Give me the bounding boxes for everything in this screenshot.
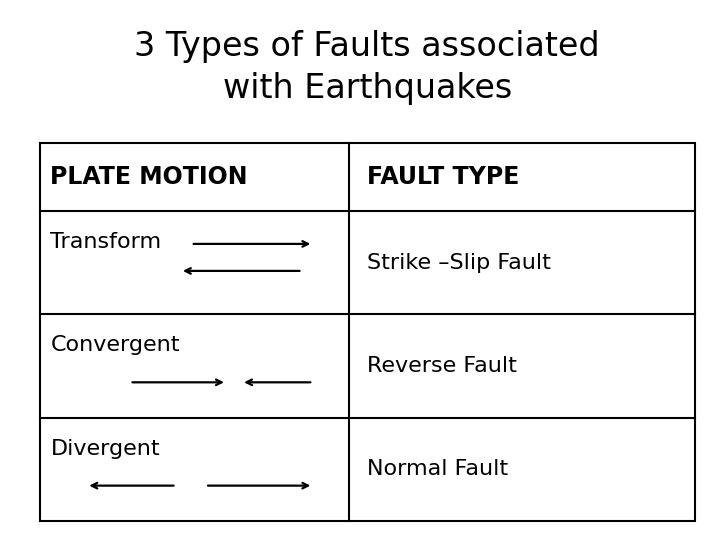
Text: Divergent: Divergent bbox=[50, 439, 160, 459]
Text: Transform: Transform bbox=[50, 232, 161, 252]
Text: Strike –Slip Fault: Strike –Slip Fault bbox=[367, 253, 551, 273]
Text: 3 Types of Faults associated
with Earthquakes: 3 Types of Faults associated with Earthq… bbox=[135, 30, 600, 105]
Text: Convergent: Convergent bbox=[50, 335, 180, 355]
Text: Normal Fault: Normal Fault bbox=[367, 460, 508, 480]
Text: PLATE MOTION: PLATE MOTION bbox=[50, 165, 248, 189]
Text: Reverse Fault: Reverse Fault bbox=[367, 356, 517, 376]
Text: FAULT TYPE: FAULT TYPE bbox=[367, 165, 520, 189]
Bar bbox=[40, 143, 695, 521]
